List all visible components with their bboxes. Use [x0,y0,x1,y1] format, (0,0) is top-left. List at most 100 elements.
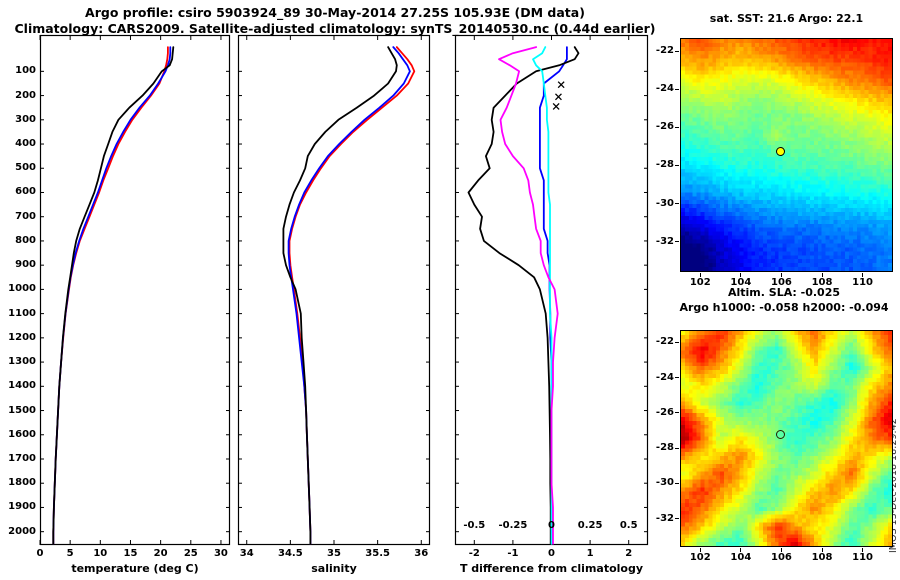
depth-tick-label: 1200 [8,331,36,343]
depth-tick-label: 500 [15,162,36,174]
figure-subtitle: Climatology: CARS2009. Satellite-adjuste… [14,21,656,37]
sla-title-line1: Altim. SLA: -0.025 [727,286,841,299]
tick-mark [675,518,679,520]
x-tick-label: 1 [586,548,594,559]
figure-header: Argo profile: csiro 5903924_89 30-May-20… [10,5,660,38]
x-tick-label: -1 [507,548,519,559]
salinity-profile-panel [237,34,431,546]
salinity-profile-plot [237,34,431,546]
depth-tick-label: 1600 [8,428,36,440]
x-tick-label: 34 [239,548,254,559]
map-lat-tick-label: -28 [655,159,674,171]
map-lat-tick-label: -26 [655,121,674,133]
s-tick-label: 0.5 [619,520,638,531]
depth-tick-label: 900 [15,259,36,271]
tick-mark [862,548,864,552]
figure-title: Argo profile: csiro 5903924_89 30-May-20… [85,5,585,20]
x-tick-label: 35.5 [365,548,390,559]
depth-tick-label: 1500 [8,404,36,416]
x-tick-label: 2 [625,548,633,559]
difference-profile-line-argo [467,46,580,545]
map-lat-tick-label: -28 [655,442,674,454]
tick-mark [675,412,679,414]
depth-tick-label: 2000 [8,525,36,537]
map-lat-tick-label: -22 [655,45,674,57]
difference-profile-line-argo [498,46,559,545]
map-lon-tick-label: 108 [811,277,833,288]
x-tick-label: 0 [548,548,555,559]
sla-map-panel [680,330,893,547]
depth-tick-label: 700 [15,210,36,222]
sst-map-title: sat. SST: 21.6 Argo: 22.1 [709,12,864,25]
salinity-axis-label: salinity [311,562,357,575]
temperature-profile-panel [39,34,231,546]
x-tick-label: 25 [183,548,198,559]
depth-tick-label: 1700 [8,452,36,464]
depth-tick-label: 1400 [8,380,36,392]
argo-float-marker-sla-map [775,430,785,440]
tick-mark [821,273,823,277]
x-tick-label: 20 [153,548,168,559]
x-tick-label: 30 [213,548,228,559]
temperature-axis-label: temperature (deg C) [71,562,199,575]
depth-tick-label: 1800 [8,477,36,489]
x-tick-label: 35 [327,548,341,559]
tick-mark [675,482,679,484]
tick-mark [675,164,679,166]
sst-map-heatmap-canvas [681,39,892,271]
x-tick-label: 36 [414,548,429,559]
map-lat-tick-label: -22 [655,336,674,348]
map-lat-tick-label: -30 [655,197,674,209]
map-lon-tick-label: 102 [689,552,711,563]
depth-tick-label: 100 [15,65,36,77]
tick-mark [780,273,782,277]
sla-title-line2: Argo h1000: -0.058 h2000: -0.094 [679,301,889,314]
map-lat-tick-label: -32 [655,512,674,524]
map-lon-tick-label: 106 [770,552,792,563]
tick-mark [675,241,679,243]
map-lon-tick-label: 110 [852,277,873,288]
tick-mark [780,548,782,552]
sla-map-heatmap-canvas [681,331,892,546]
x-tick-label: -2 [468,548,480,559]
temperature-profile-line-climatology [52,46,169,545]
tick-mark [675,377,679,379]
tick-mark [862,273,864,277]
tick-mark [740,273,742,277]
x-tick-label: 5 [66,548,74,559]
map-lon-tick-label: 102 [689,277,711,288]
salinity-profile-line-satellite-adj-clim- [287,46,411,545]
s-tick-label: -0.5 [463,520,486,531]
tick-mark [675,203,679,204]
map-lon-tick-label: 104 [730,552,752,563]
tick-mark [821,548,823,552]
tick-mark [675,447,679,449]
tick-mark [699,548,701,552]
map-lat-tick-label: -30 [655,477,674,489]
s-tick-label: 0.25 [577,520,603,531]
depth-tick-label: 200 [15,89,36,101]
t-difference-axis-label: T difference from climatology [459,562,644,575]
salinity-profile-line-argo [282,46,398,545]
tick-mark [675,341,679,343]
map-lat-tick-label: -26 [655,406,674,418]
s-tick-label: -0.25 [498,520,528,531]
map-lon-tick-label: 104 [730,277,752,288]
sst-map-panel [680,38,893,272]
tick-mark [699,273,701,277]
depth-tick-label: 800 [15,234,36,246]
x-tick-label: 10 [93,548,108,559]
difference-profile-line-satellite [539,46,568,545]
tick-mark [675,50,679,52]
s-tick-label: 0 [548,520,555,531]
map-lat-tick-label: -24 [655,371,674,383]
difference-profile-plot [454,34,649,546]
tick-mark [740,548,742,552]
x-tick-label: 0 [36,548,44,559]
map-lat-tick-label: -24 [655,83,674,95]
depth-tick-label: 600 [15,186,36,198]
depth-tick-label: 300 [15,113,36,125]
temperature-profile-line-satellite-adj-clim- [52,46,172,545]
map-lon-tick-label: 106 [770,277,792,288]
